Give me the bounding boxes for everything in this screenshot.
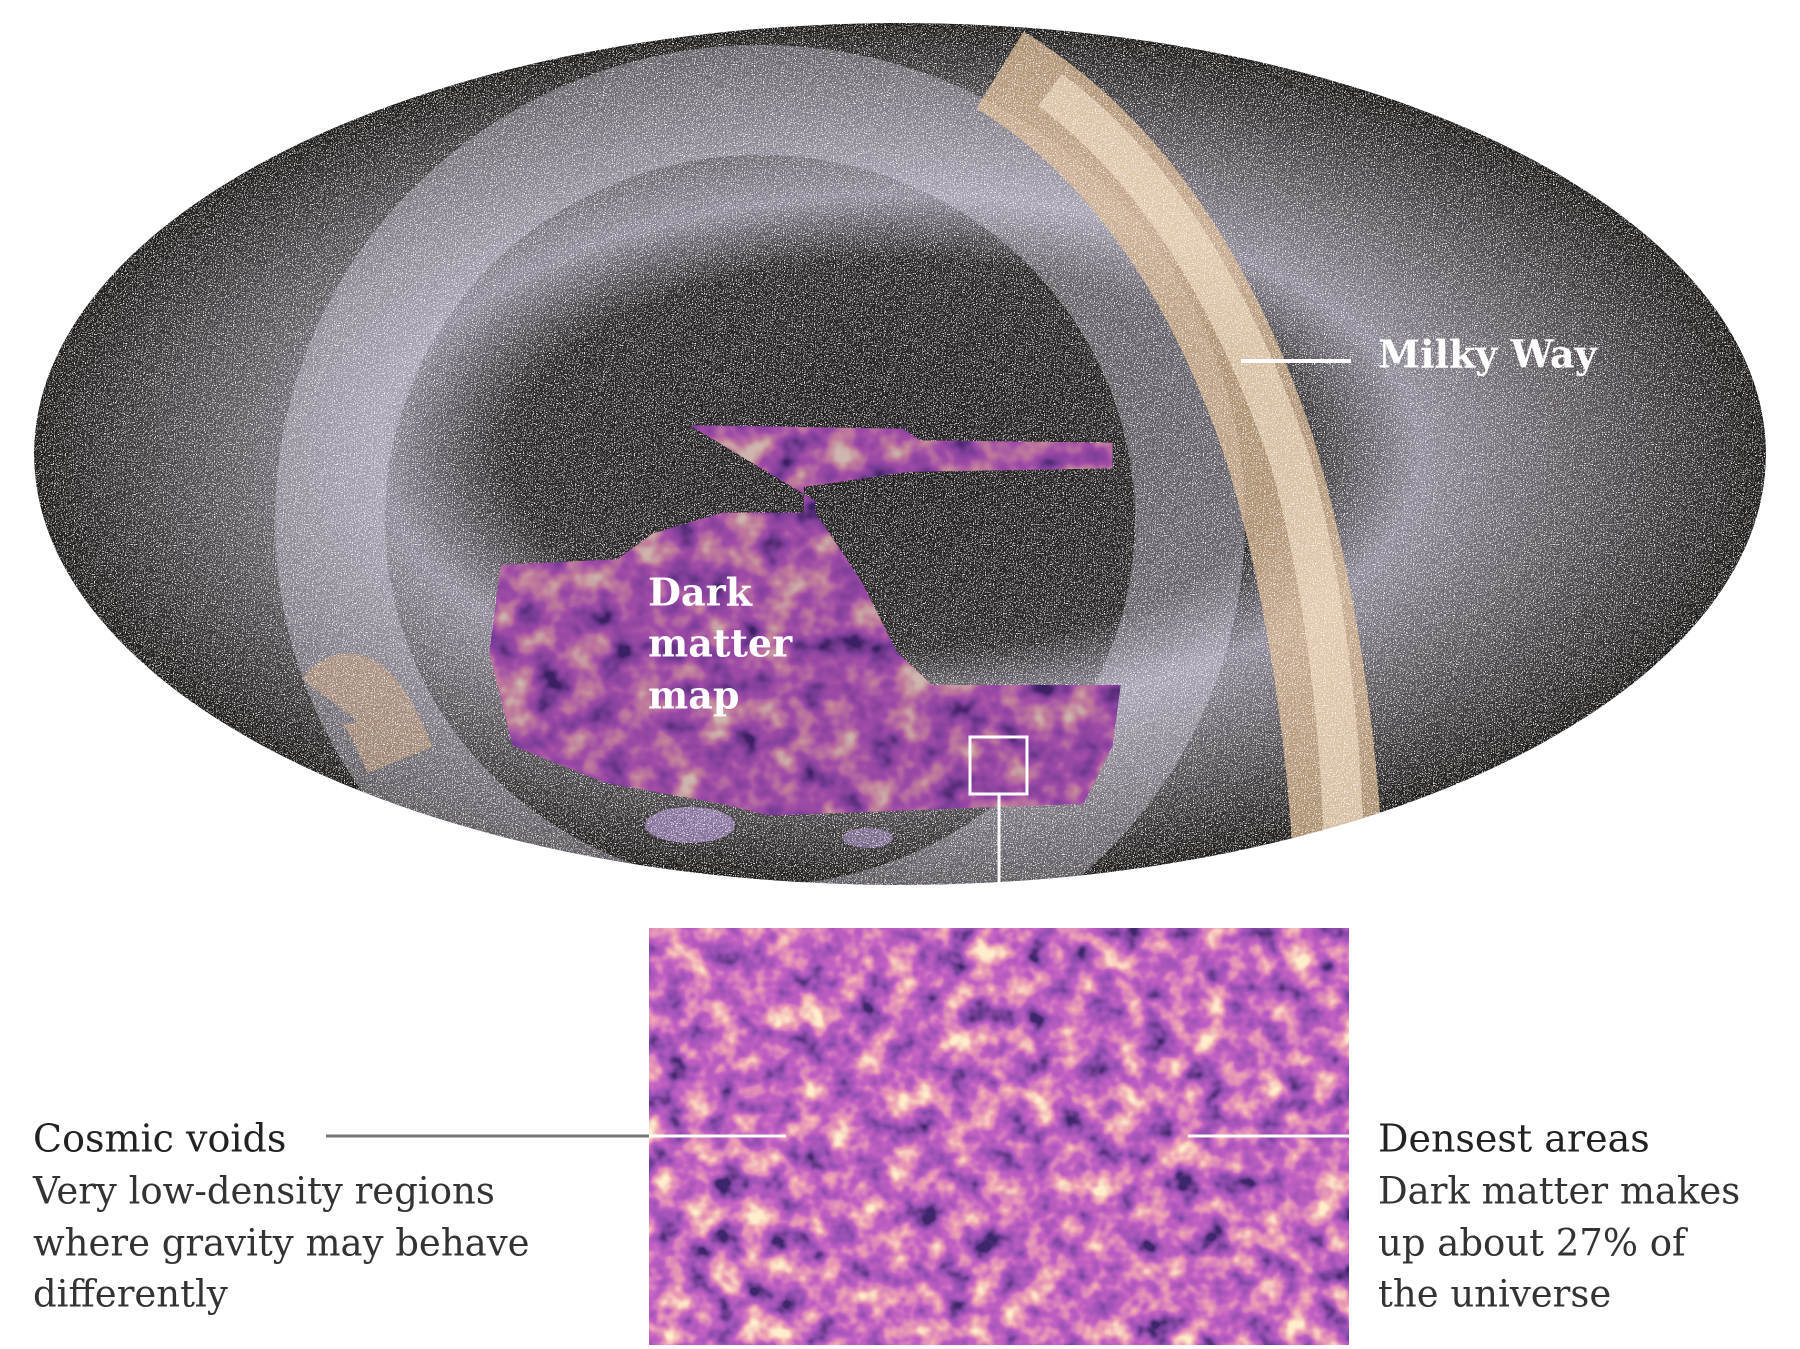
densest-title: Densest areas	[1378, 1117, 1650, 1161]
dark-matter-region	[489, 425, 1121, 816]
milky-way-label: Milky Way	[1378, 332, 1598, 377]
voids-title: Cosmic voids	[33, 1117, 286, 1161]
voids-description: where gravity may behave	[33, 1222, 530, 1265]
voids-description: Very low-density regions	[32, 1170, 495, 1213]
densest-description: Dark matter makes	[1378, 1170, 1740, 1213]
dark-matter-label: matter	[648, 621, 793, 666]
voids-description: differently	[33, 1273, 228, 1316]
dark-matter-label: Dark	[648, 570, 753, 615]
densest-description: up about 27% of	[1378, 1222, 1688, 1265]
densest-description: the universe	[1378, 1273, 1611, 1316]
sky-map	[34, 23, 1766, 885]
dark-matter-label: map	[648, 673, 739, 718]
